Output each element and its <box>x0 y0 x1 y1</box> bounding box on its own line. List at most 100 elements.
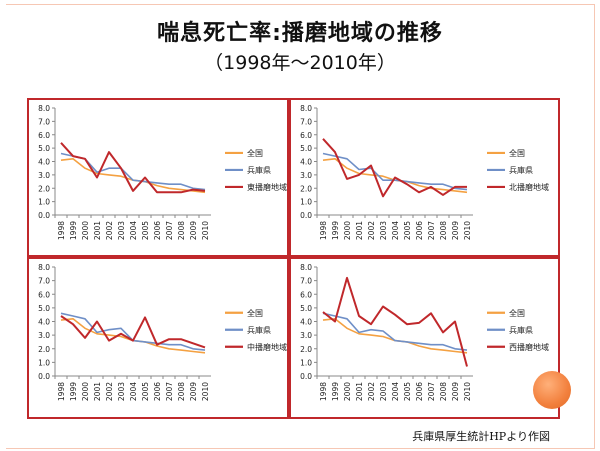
x-tick-label: 2006 <box>415 382 424 401</box>
x-tick-label: 2003 <box>117 221 126 240</box>
y-tick-label: 4.0 <box>300 318 312 327</box>
y-tick-label: 5.0 <box>300 304 312 313</box>
x-tick-label: 2010 <box>201 382 210 401</box>
x-tick-label: 2007 <box>427 382 436 401</box>
legend-label: 兵庫県 <box>247 165 271 175</box>
y-tick-label: 2.0 <box>38 184 50 193</box>
x-tick-label: 2000 <box>81 221 90 240</box>
legend-label: 兵庫県 <box>247 325 271 335</box>
y-tick-label: 5.0 <box>38 304 50 313</box>
y-tick-label: 7.0 <box>300 277 312 286</box>
x-tick-label: 2002 <box>105 221 114 240</box>
x-tick-label: 2004 <box>391 221 400 240</box>
y-tick-label: 0.0 <box>38 372 50 381</box>
series-line-2 <box>60 312 206 351</box>
legend-label: 東播磨地域 <box>247 182 287 192</box>
series-line-3 <box>322 138 467 198</box>
x-tick-label: 2002 <box>367 221 376 240</box>
y-tick-label: 0.0 <box>38 211 50 220</box>
x-tick-label: 2006 <box>153 221 162 240</box>
x-tick-label: 2009 <box>189 221 198 240</box>
y-tick-label: 1.0 <box>38 358 50 367</box>
y-tick-label: 1.0 <box>300 198 312 207</box>
y-tick-label: 8.0 <box>38 104 50 113</box>
x-tick-label: 2000 <box>343 221 352 240</box>
chart-kita-harima: 0.0 1.0 2.0 3.0 4.0 5.0 6.0 7.0 8.0 1998 1999 2000 2… <box>289 98 560 257</box>
y-tick-label: 7.0 <box>300 117 312 126</box>
legend-label: 西播磨地域 <box>509 342 549 352</box>
y-tick-label: 3.0 <box>300 331 312 340</box>
y-tick-label: 8.0 <box>300 263 312 272</box>
x-tick-label: 2007 <box>427 221 436 240</box>
x-tick-label: 2008 <box>177 382 186 401</box>
x-tick-label: 2001 <box>93 221 102 240</box>
x-tick-label: 2008 <box>439 382 448 401</box>
x-tick-label: 2005 <box>141 382 150 401</box>
x-tick-label: 2006 <box>415 221 424 240</box>
x-tick-label: 1999 <box>69 382 78 401</box>
y-tick-label: 2.0 <box>300 184 312 193</box>
x-tick-label: 2003 <box>379 221 388 240</box>
legend-label: 全国 <box>247 308 263 318</box>
x-tick-label: 2001 <box>355 221 364 240</box>
y-tick-label: 1.0 <box>300 358 312 367</box>
y-tick-label: 5.0 <box>300 144 312 153</box>
slide-subtitle: （1998年～2010年） <box>204 52 396 74</box>
legend-label: 全国 <box>509 308 525 318</box>
series-line-1 <box>60 157 206 194</box>
x-tick-label: 1998 <box>319 382 328 401</box>
x-tick-label: 2004 <box>129 221 138 240</box>
x-tick-label: 2005 <box>141 221 150 240</box>
y-tick-label: 7.0 <box>38 277 50 286</box>
y-tick-label: 5.0 <box>38 144 50 153</box>
slide-title: 喘息死亡率:播磨地域の推移 <box>157 21 443 46</box>
y-tick-label: 6.0 <box>38 131 50 140</box>
x-tick-label: 2008 <box>439 221 448 240</box>
y-tick-label: 3.0 <box>300 171 312 180</box>
x-tick-label: 2009 <box>451 382 460 401</box>
legend-label: 北播磨地域 <box>509 182 549 192</box>
x-tick-label: 2009 <box>189 382 198 401</box>
slide-frame-right <box>594 4 595 449</box>
series-line-3 <box>60 315 206 349</box>
y-tick-label: 4.0 <box>38 318 50 327</box>
chart-nishi-harima: 0.0 1.0 2.0 3.0 4.0 5.0 6.0 7.0 8.0 1998 1999 2000 2… <box>289 257 560 419</box>
y-tick-label: 8.0 <box>300 104 312 113</box>
x-tick-label: 1999 <box>69 221 78 240</box>
y-tick-label: 2.0 <box>38 345 50 354</box>
x-tick-label: 1999 <box>331 221 340 240</box>
x-tick-label: 2004 <box>129 382 138 401</box>
legend-label: 中播磨地域 <box>247 342 287 352</box>
slide-frame-top <box>6 4 594 5</box>
chart-higashi-harima: 0.0 1.0 2.0 3.0 4.0 5.0 6.0 7.0 8.0 1998 1999 2000 2… <box>27 98 289 257</box>
x-tick-label: 2002 <box>367 382 376 401</box>
x-tick-label: 1998 <box>319 221 328 240</box>
x-tick-label: 1998 <box>57 221 66 240</box>
x-tick-label: 2007 <box>165 382 174 401</box>
y-tick-label: 6.0 <box>300 290 312 299</box>
x-tick-label: 2001 <box>93 382 102 401</box>
y-tick-label: 3.0 <box>38 171 50 180</box>
y-tick-label: 7.0 <box>38 117 50 126</box>
x-tick-label: 2006 <box>153 382 162 401</box>
x-tick-label: 2002 <box>105 382 114 401</box>
chart-naka-harima: 0.0 1.0 2.0 3.0 4.0 5.0 6.0 7.0 8.0 1998 1999 2000 2… <box>27 257 289 419</box>
x-tick-label: 2007 <box>165 221 174 240</box>
y-tick-label: 6.0 <box>300 131 312 140</box>
decorative-orb <box>533 371 571 409</box>
y-tick-label: 8.0 <box>38 263 50 272</box>
y-tick-label: 4.0 <box>300 158 312 167</box>
y-tick-label: 6.0 <box>38 290 50 299</box>
legend-label: 兵庫県 <box>509 325 533 335</box>
source-note: 兵庫県厚生統計HPより作図 <box>412 430 550 443</box>
x-tick-label: 2010 <box>463 382 472 401</box>
y-tick-label: 1.0 <box>38 198 50 207</box>
x-tick-label: 2008 <box>177 221 186 240</box>
series-line-3 <box>322 276 468 367</box>
slide-frame-bottom <box>6 448 594 449</box>
x-tick-label: 1998 <box>57 382 66 401</box>
